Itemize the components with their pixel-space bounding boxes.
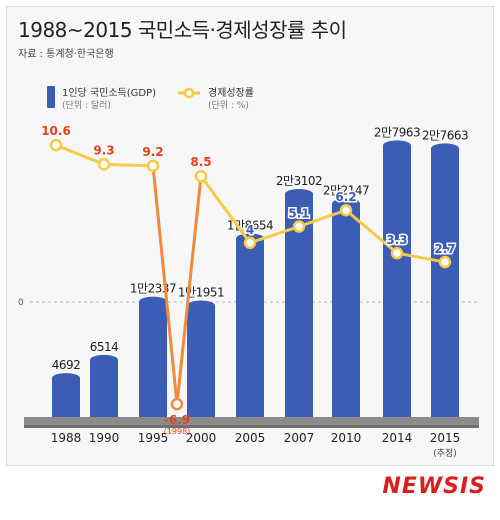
gdp-value-label: 4692 xyxy=(52,358,81,372)
gdp-value-label: 6514 xyxy=(90,340,119,354)
category-label: 1995 xyxy=(138,431,169,445)
growth-point xyxy=(146,159,160,173)
growth-value-label: 9.3 xyxy=(93,143,114,157)
gdp-value-label: 2만7963 xyxy=(374,125,420,139)
growth-line-segment xyxy=(297,208,348,229)
gdp-value-label: 2만3102 xyxy=(276,174,322,188)
gdp-bar-cap xyxy=(383,140,411,151)
gdp-bar xyxy=(139,301,167,421)
growth-line-segment xyxy=(248,225,301,245)
gdp-value-label: 1만1951 xyxy=(178,285,224,299)
growth-line-segment xyxy=(102,162,155,168)
growth-value-label: 3.3 xyxy=(386,233,407,247)
growth-line-segment xyxy=(54,143,106,166)
category-label: 2000 xyxy=(186,431,217,445)
growth-value-label: 8.5 xyxy=(190,155,211,169)
category-label: 2010 xyxy=(331,431,362,445)
gdp-bar xyxy=(431,148,459,421)
growth-point xyxy=(170,397,184,411)
growth-value-label: 2.7 xyxy=(434,242,455,256)
baseline-bar xyxy=(24,417,479,425)
legend-growth-label: 경제성장률 xyxy=(208,88,254,99)
growth-point xyxy=(194,169,208,183)
gdp-value-label: 1만2337 xyxy=(130,282,176,296)
legend-growth-swatch-dot xyxy=(183,87,195,99)
gdp-bar-cap xyxy=(52,373,80,384)
category-label: 1990 xyxy=(89,431,120,445)
growth-point xyxy=(49,138,63,152)
gdp-bar xyxy=(52,378,80,421)
gdp-value-label: 2만2147 xyxy=(323,184,369,198)
category-label: 2007 xyxy=(284,431,315,445)
growth-value-label: 6.2 xyxy=(335,190,356,204)
gdp-bar-cap xyxy=(332,198,360,209)
growth-point xyxy=(438,255,452,269)
legend-gdp-swatch xyxy=(47,86,55,108)
gdp-bar xyxy=(383,145,411,421)
baseline-shadow xyxy=(24,425,479,428)
growth-value-label: 9.2 xyxy=(142,145,163,159)
growth-line-segment xyxy=(199,174,252,245)
growth-point-note: (1998) xyxy=(164,427,191,436)
legend-gdp-unit: (단위 : 달러) xyxy=(62,101,111,111)
gdp-bar xyxy=(187,305,215,421)
legend-growth-unit: (단위 : %) xyxy=(208,101,249,111)
legend-growth: 경제성장률 (단위 : %) xyxy=(208,87,254,113)
growth-point xyxy=(339,203,353,217)
growth-point xyxy=(390,246,404,260)
gdp-bar xyxy=(90,359,118,421)
category-label: 1988 xyxy=(51,431,82,445)
growth-value-label: 5.1 xyxy=(288,207,309,221)
chart-title: 1988~2015 국민소득·경제성장률 추이 xyxy=(18,18,347,42)
category-label: 2014 xyxy=(382,431,413,445)
category-note: (추정) xyxy=(433,448,457,459)
growth-point xyxy=(292,220,306,233)
newsis-logo: NEWSIS xyxy=(382,474,486,499)
gdp-bar xyxy=(332,203,360,421)
category-label: 2015 xyxy=(430,431,461,445)
growth-point xyxy=(243,236,257,250)
gdp-bar xyxy=(236,238,264,421)
gdp-bar-cap xyxy=(139,296,167,307)
growth-value-label: -6.9 xyxy=(164,413,190,427)
growth-line-segment xyxy=(344,208,399,255)
gdp-bar-cap xyxy=(431,143,459,154)
growth-value-label: 10.6 xyxy=(41,124,71,138)
growth-line-segment xyxy=(151,164,179,406)
legend-gdp-label: 1인당 국민소득(GDP) xyxy=(62,88,157,99)
growth-value-label: 4 xyxy=(246,223,254,237)
chart-source: 자료 : 통계청·한국은행 xyxy=(18,49,114,60)
gdp-bar-cap xyxy=(285,188,313,199)
category-label: 2005 xyxy=(235,431,266,445)
gdp-bar-cap xyxy=(187,300,215,311)
growth-line-segment xyxy=(175,174,203,406)
gdp-bar-cap xyxy=(90,354,118,365)
gdp-value-label: 2만7663 xyxy=(422,128,468,142)
growth-point xyxy=(97,158,111,171)
legend-gdp: 1인당 국민소득(GDP) (단위 : 달러) xyxy=(62,87,156,113)
growth-zero-label: 0 xyxy=(18,298,24,308)
growth-line-segment xyxy=(395,251,447,264)
